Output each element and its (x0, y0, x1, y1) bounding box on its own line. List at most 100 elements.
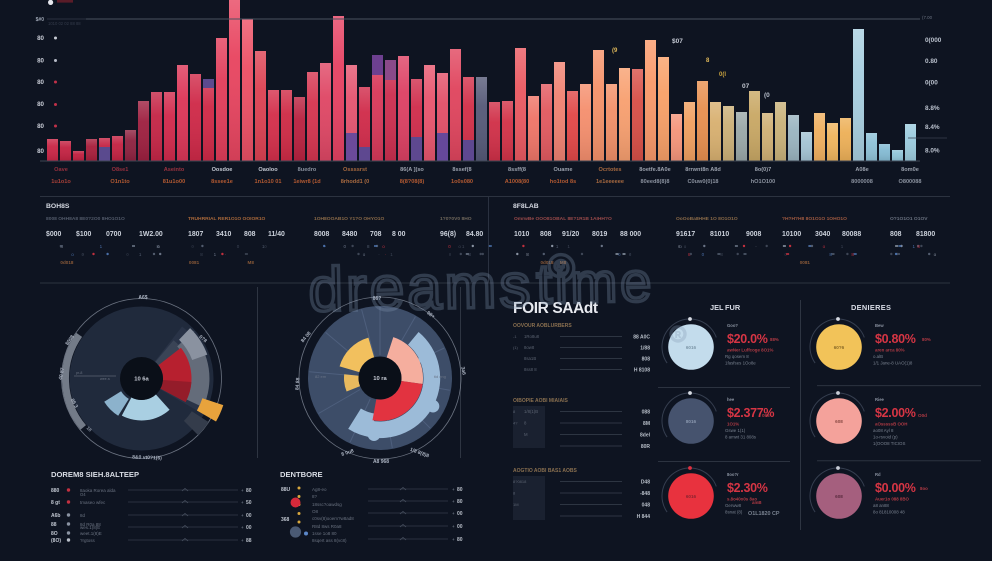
svg-text:c0sv(8)ooem?w8ad8: c0sv(8)ooem?w8ad8 (312, 516, 354, 521)
svg-text:8O: 8O (51, 531, 58, 537)
svg-text:10 6a: 10 6a (134, 377, 149, 383)
svg-text:¤: ¤ (629, 252, 632, 257)
svg-text:M8: M8 (248, 260, 255, 265)
svg-text:82 em: 82 em (315, 374, 327, 379)
svg-text:¤: ¤ (678, 244, 681, 249)
svg-text:AOGTIO AOBI BAS1 AOBS: AOGTIO AOBI BAS1 AOBS (513, 468, 577, 474)
svg-text:88: 88 (246, 538, 252, 544)
svg-text:8M: 8M (643, 421, 650, 427)
svg-text:8rrwnt8n A8d: 8rrwnt8n A8d (685, 167, 721, 173)
svg-text:1807: 1807 (188, 231, 203, 238)
svg-text:$0.80%: $0.80% (875, 332, 916, 346)
svg-text:-848: -848 (640, 491, 650, 497)
svg-text:wee a: wee a (100, 377, 110, 381)
svg-text:8?: 8? (312, 494, 318, 499)
svg-text:·: · (755, 244, 757, 249)
svg-text:tmaseo wfec: tmaseo wfec (80, 500, 106, 505)
svg-text:tid eng: tid eng (434, 374, 446, 379)
svg-text:A1008(80: A1008(80 (505, 179, 530, 185)
svg-text:8o(0)7: 8o(0)7 (755, 167, 771, 173)
svg-text:1: 1 (556, 244, 559, 249)
svg-text:Ag8-eo: Ag8-eo (312, 487, 327, 492)
svg-text:$100: $100 (76, 231, 91, 238)
svg-text:1010 02 02 88 88: 1010 02 02 88 88 (48, 21, 81, 26)
svg-text:Ossssrst: Ossssrst (343, 167, 367, 173)
svg-text:8sa1B: 8sa1B (524, 356, 536, 361)
svg-text:C0uw0(0)18: C0uw0(0)18 (687, 179, 718, 185)
svg-text:1?0?0V0 8HO: 1?0?0V0 8HO (440, 216, 472, 222)
svg-text:dreams: dreams (308, 251, 534, 325)
svg-text:H 844: H 844 (637, 514, 651, 520)
svg-text:·: · (325, 244, 327, 249)
svg-text:8d: 8d (80, 513, 86, 518)
svg-text:hO1O100: hO1O100 (751, 179, 776, 185)
svg-text:8: 8 (720, 252, 723, 257)
svg-text:8aoka Rorea alda: 8aoka Rorea alda (80, 488, 116, 493)
svg-text:98+: 98+ (425, 310, 435, 320)
svg-text:o: o (363, 252, 366, 257)
svg-text:¤: ¤ (264, 244, 267, 249)
svg-text:ho1tod 8s: ho1tod 8s (550, 179, 576, 185)
svg-text:BOH8S: BOH8S (46, 203, 70, 210)
svg-text:8008: 8008 (314, 231, 329, 238)
svg-text:(0: (0 (764, 92, 770, 99)
svg-text:048: 048 (642, 503, 651, 509)
svg-text:O?1O1O1 O1OV: O?1O1O1 O1OV (890, 216, 928, 222)
svg-text:80%: 80% (922, 337, 931, 342)
svg-text:$2.00%: $2.00% (875, 406, 916, 420)
svg-text:1u1o1o: 1u1o1o (51, 179, 71, 185)
svg-text:(9: (9 (612, 48, 618, 54)
svg-text:608: 608 (835, 494, 843, 499)
svg-text:M: M (524, 432, 528, 437)
svg-text:O8: O8 (312, 509, 319, 514)
svg-text:¤: ¤ (82, 252, 85, 257)
svg-text:8480: 8480 (342, 231, 357, 238)
svg-text:18ssc?oawdsg: 18ssc?oawdsg (312, 502, 342, 507)
svg-text:8: 8 (526, 252, 529, 257)
svg-text:8: 8 (468, 252, 471, 257)
svg-text:10100: 10100 (782, 231, 801, 238)
svg-text:$2.30%: $2.30% (727, 481, 768, 495)
svg-text:$000: $000 (46, 231, 61, 238)
svg-text:8om0e: 8om0e (901, 167, 919, 173)
svg-text:$07: $07 (672, 38, 683, 45)
svg-text:96(8): 96(8) (440, 231, 456, 238)
svg-text:$#0: $#0 (36, 17, 45, 23)
svg-text:1(OOO8 TICIOS: 1(OOO8 TICIOS (873, 441, 905, 446)
svg-text:1/8(1)B: 1/8(1)B (524, 409, 538, 414)
svg-text:1: 1 (567, 244, 570, 249)
svg-text:0d018: 0d018 (60, 260, 73, 265)
svg-text:Gerww8: Gerww8 (725, 503, 742, 508)
svg-text:91617: 91617 (676, 231, 695, 238)
svg-text:0.80: 0.80 (925, 58, 938, 65)
svg-text:80: 80 (37, 123, 44, 130)
svg-text:808: 808 (244, 231, 256, 238)
svg-text:1o0s080: 1o0s080 (451, 179, 473, 185)
svg-text:4?: 4? (513, 421, 518, 426)
svg-text:O0d: O0d (918, 413, 927, 418)
svg-text:88 000: 88 000 (620, 231, 641, 238)
svg-text:60?6: 60?6 (834, 345, 845, 350)
svg-text:8008 OHH8A8 8E0?2O0 8HO1O1O: 8008 OHH8A8 8E0?2O0 8HO1O1O (46, 216, 125, 222)
svg-text:R8d 8ws R0a8: R8d 8ws R0a8 (312, 524, 342, 529)
svg-text:8uedro: 8uedro (298, 167, 317, 173)
svg-text:8 0u8: 8 0u8 (341, 448, 355, 458)
svg-text:8.4%: 8.4% (925, 124, 940, 131)
svg-text:11/40: 11/40 (268, 231, 285, 238)
svg-text:84 88: 84 88 (294, 377, 301, 390)
svg-text:10 ra: 10 ra (373, 376, 387, 382)
svg-text:80eed8(8)8: 80eed8(8)8 (641, 179, 670, 185)
svg-text:-1: -1 (513, 334, 517, 339)
svg-text:Oave: Oave (54, 167, 68, 173)
svg-text:weet.1(8)E: weet.1(8)E (80, 531, 102, 536)
svg-text:1: 1 (139, 252, 142, 257)
svg-text:8: 8 (200, 252, 203, 257)
svg-text:Ouame: Ouame (554, 167, 573, 173)
svg-text:00: 00 (246, 513, 252, 519)
svg-text:¤: ¤ (618, 252, 621, 257)
svg-text:8: 8 (706, 58, 710, 64)
svg-text:8: 8 (513, 409, 516, 414)
svg-text:1fasfses 1Oo8e: 1fasfses 1Oo8e (725, 361, 756, 366)
svg-text:O1n1to: O1n1to (110, 179, 130, 185)
svg-text:098: 098 (762, 413, 770, 418)
